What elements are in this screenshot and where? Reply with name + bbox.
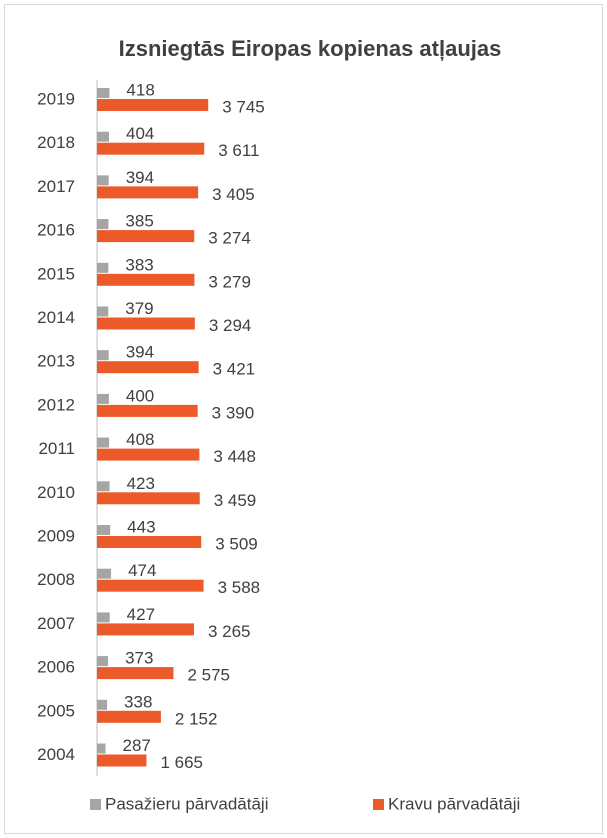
bar — [97, 656, 109, 667]
bar — [97, 317, 195, 330]
bar — [97, 612, 110, 623]
legend-swatch — [90, 799, 101, 810]
data-label: 3 265 — [208, 622, 251, 641]
data-label: 373 — [125, 649, 153, 668]
bar — [97, 699, 108, 710]
legend-swatch — [373, 799, 384, 810]
y-tick-label: 2007 — [37, 614, 75, 633]
bar — [97, 623, 194, 636]
data-label: 474 — [128, 561, 156, 580]
y-tick-label: 2008 — [37, 570, 75, 589]
bar — [97, 350, 109, 361]
y-tick-label: 2005 — [37, 701, 75, 720]
legend-label: Pasažieru pārvadātāji — [105, 794, 268, 813]
bar — [97, 481, 110, 492]
bar — [97, 754, 147, 767]
y-tick-label: 2016 — [37, 221, 75, 240]
bar — [97, 492, 200, 505]
data-label: 427 — [127, 605, 155, 624]
y-tick-label: 2018 — [37, 133, 75, 152]
y-tick-label: 2009 — [37, 526, 75, 545]
y-tick-label: 2010 — [37, 483, 75, 502]
bar — [97, 536, 202, 548]
bar — [97, 361, 199, 374]
bar — [97, 306, 109, 317]
bar — [97, 437, 110, 448]
y-tick-label: 2017 — [37, 177, 75, 196]
data-label: 418 — [126, 80, 154, 99]
data-label: 2 152 — [175, 709, 218, 728]
y-tick-label: 2015 — [37, 264, 75, 283]
bar — [97, 219, 109, 230]
data-label: 3 588 — [218, 578, 261, 597]
data-label: 3 448 — [213, 447, 256, 466]
y-tick-label: 2006 — [37, 658, 75, 677]
bar — [97, 262, 109, 273]
data-label: 3 279 — [208, 272, 251, 291]
data-label: 443 — [127, 517, 155, 536]
bar — [97, 404, 198, 417]
y-tick-label: 2011 — [38, 439, 75, 458]
bar — [97, 99, 209, 111]
bar — [97, 568, 112, 579]
data-label: 394 — [126, 168, 154, 187]
data-label: 1 665 — [160, 753, 203, 772]
bar — [97, 131, 109, 142]
data-label: 394 — [126, 343, 154, 362]
bar — [97, 88, 110, 98]
y-tick-label: 2004 — [37, 745, 75, 764]
data-label: 3 459 — [214, 491, 257, 510]
bar — [97, 186, 199, 199]
bar — [97, 230, 195, 243]
data-label: 338 — [124, 692, 152, 711]
data-label: 404 — [126, 124, 154, 143]
data-label: 3 745 — [222, 97, 265, 116]
chart-title: Izsniegtās Eiropas kopienas atļaujas — [119, 36, 502, 61]
data-label: 287 — [123, 736, 151, 755]
data-label: 3 509 — [215, 534, 258, 553]
bar — [97, 448, 200, 461]
bar — [97, 142, 205, 155]
bar — [97, 743, 106, 754]
legend-label: Kravu pārvadātāji — [388, 794, 520, 813]
data-label: 400 — [126, 386, 154, 405]
data-label: 379 — [125, 299, 153, 318]
bar — [97, 525, 111, 535]
y-tick-label: 2014 — [37, 308, 75, 327]
data-label: 3 421 — [213, 360, 256, 379]
y-tick-label: 2013 — [37, 352, 75, 371]
data-label: 408 — [126, 430, 154, 449]
data-label: 423 — [127, 474, 155, 493]
y-tick-label: 2012 — [37, 395, 75, 414]
data-label: 3 390 — [212, 403, 255, 422]
data-label: 3 274 — [208, 229, 251, 248]
bar — [97, 710, 161, 723]
bar — [97, 273, 195, 286]
bar — [97, 667, 174, 680]
data-label: 3 405 — [212, 185, 255, 204]
data-label: 3 611 — [218, 141, 259, 160]
data-label: 383 — [125, 255, 153, 274]
data-label: 3 294 — [209, 316, 252, 335]
y-tick-label: 2019 — [37, 89, 75, 108]
bar — [97, 175, 109, 186]
bar — [97, 579, 204, 592]
bar — [97, 393, 109, 404]
data-label: 2 575 — [187, 666, 230, 685]
chart-border — [4, 4, 603, 834]
data-label: 385 — [125, 212, 153, 231]
